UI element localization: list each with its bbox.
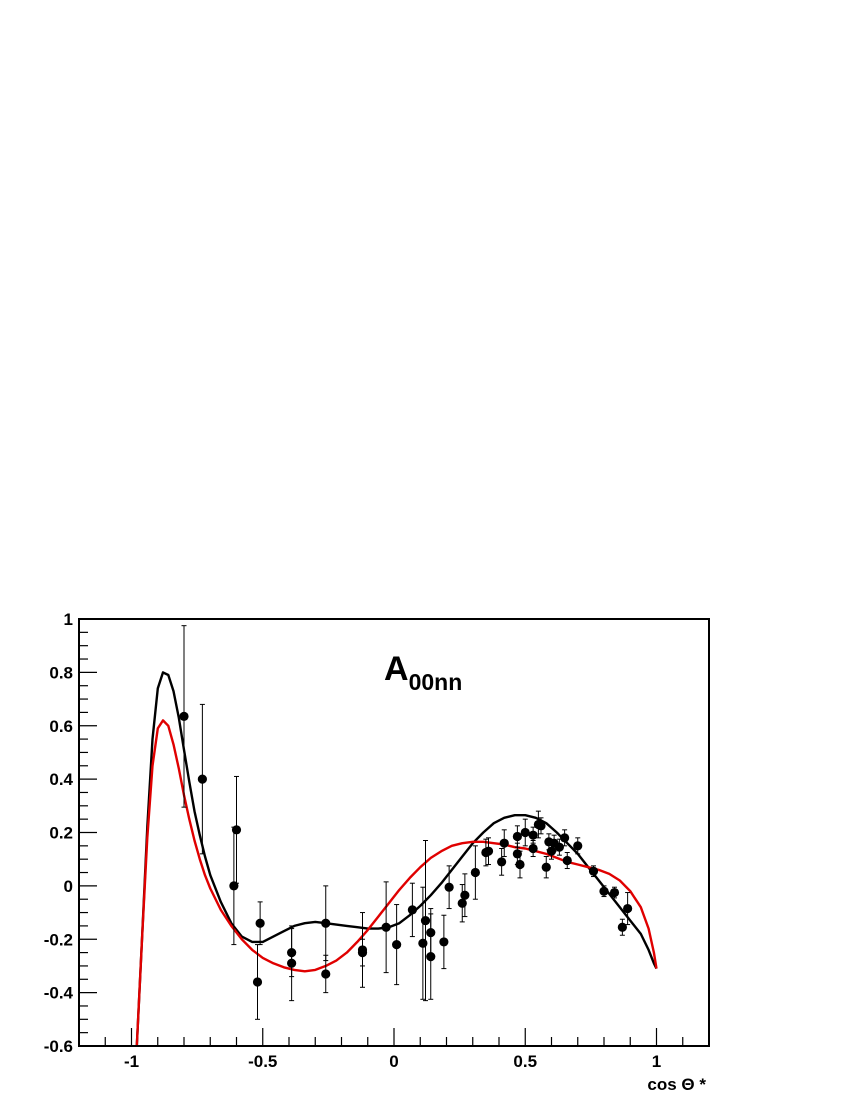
data-point: [460, 890, 470, 900]
x-tick-label: -0.5: [248, 1052, 277, 1071]
data-point: [444, 882, 454, 892]
data-point: [512, 831, 522, 842]
data-point: [512, 849, 522, 859]
axes-layer: -1 -0.5 0 0.5 1 -0.6 -0.4 -0.2 0 0.2 0.4 0.6 0.8 1: [44, 610, 710, 1071]
data-point: [560, 833, 570, 843]
x-tick-label: 1: [652, 1052, 661, 1071]
data-point: [426, 951, 436, 962]
data-point: [197, 774, 207, 784]
data-point: [554, 842, 564, 852]
x-axis-title: cos Θ *: [647, 1075, 706, 1094]
y-tick-label: -0.2: [44, 930, 73, 949]
data-point: [536, 821, 546, 831]
y-tick-label: 1: [64, 610, 73, 629]
data-points-layer: [179, 625, 633, 1020]
data-point: [231, 825, 242, 835]
data-point: [497, 857, 507, 867]
data-point: [392, 939, 402, 950]
data-point: [439, 937, 449, 947]
data-point: [623, 903, 633, 914]
x-tick-label: 0: [389, 1052, 398, 1071]
model-curve-1: [135, 671, 658, 1047]
data-point: [599, 886, 609, 896]
data-point: [520, 827, 530, 838]
data-point: [470, 867, 480, 878]
data-point: [499, 838, 509, 848]
curves-layer: [135, 671, 658, 1047]
data-point: [609, 887, 620, 898]
data-point: [573, 841, 583, 851]
y-tick-label: 0.2: [49, 824, 73, 843]
data-point: [617, 922, 627, 932]
y-tick-label: -0.4: [44, 984, 74, 1003]
y-tick-label: -0.6: [44, 1037, 73, 1056]
data-point: [179, 711, 189, 722]
x-tick-label: -1: [124, 1052, 139, 1071]
data-point: [528, 830, 538, 840]
x-tick-label: 0.5: [513, 1052, 537, 1071]
data-point: [588, 866, 599, 876]
data-point: [515, 859, 525, 870]
data-point: [562, 855, 572, 866]
chart-title-subscript: 00nn: [409, 669, 463, 695]
data-point: [287, 958, 297, 968]
data-point: [255, 918, 265, 928]
data-point: [541, 862, 551, 872]
data-point: [407, 905, 417, 915]
data-point: [457, 898, 467, 908]
y-tick-label: 0.6: [49, 717, 73, 736]
y-tick-label: 0: [64, 877, 73, 896]
data-point: [381, 922, 391, 932]
data-point: [321, 969, 331, 979]
chart-title: A00nn: [384, 650, 462, 695]
model-curve-2: [135, 719, 658, 1047]
data-point: [229, 881, 239, 891]
y-tick-label: 0.4: [49, 770, 73, 789]
data-point: [420, 915, 431, 926]
data-point: [528, 843, 538, 854]
data-point: [252, 977, 263, 987]
data-point: [321, 918, 331, 928]
data-point: [418, 938, 428, 948]
data-point: [357, 947, 368, 958]
y-tick-label: 0.8: [49, 663, 73, 682]
data-point: [483, 846, 494, 856]
chart-title-main: A: [384, 650, 409, 688]
